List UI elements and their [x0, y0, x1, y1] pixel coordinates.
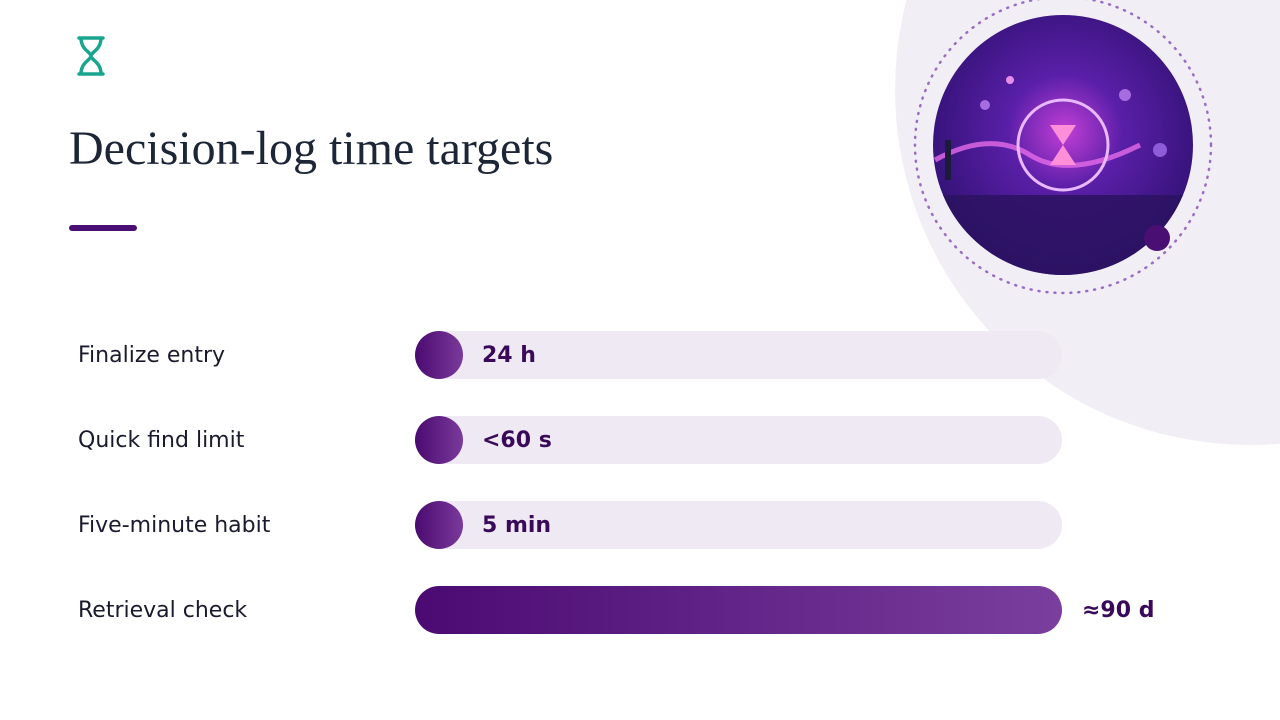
row: Retrieval check ≈90 d — [78, 586, 1154, 634]
track — [415, 416, 1062, 464]
row-value: 5 min — [482, 513, 551, 538]
row-value: <60 s — [482, 428, 552, 453]
row-value: ≈90 d — [1082, 598, 1154, 623]
track — [415, 501, 1062, 549]
knob — [415, 416, 463, 464]
row-label: Quick find limit — [78, 428, 245, 453]
row-label: Retrieval check — [78, 598, 247, 623]
logo-icon — [77, 36, 105, 76]
title: Decision-log time targets — [69, 122, 553, 175]
row-value: 24 h — [482, 343, 536, 368]
row: Quick find limit <60 s — [78, 416, 1062, 464]
full-bar — [415, 586, 1062, 634]
knob — [415, 501, 463, 549]
track — [415, 331, 1062, 379]
row-label: Five-minute habit — [78, 513, 271, 538]
row-label: Finalize entry — [78, 343, 225, 368]
accent-dot — [1144, 225, 1170, 251]
dotted-ring — [913, 0, 1213, 295]
knob — [415, 331, 463, 379]
row: Five-minute habit 5 min — [78, 501, 1062, 549]
row: Finalize entry 24 h — [78, 331, 1062, 379]
